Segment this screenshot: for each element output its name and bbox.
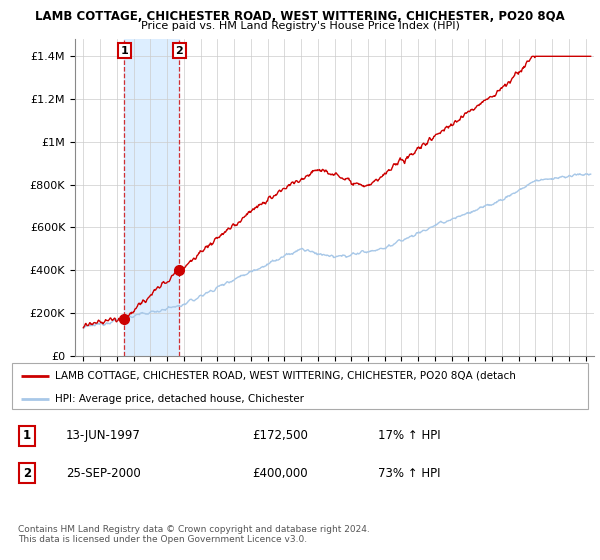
Text: 2: 2 bbox=[175, 45, 183, 55]
Text: £172,500: £172,500 bbox=[252, 429, 308, 442]
Text: LAMB COTTAGE, CHICHESTER ROAD, WEST WITTERING, CHICHESTER, PO20 8QA: LAMB COTTAGE, CHICHESTER ROAD, WEST WITT… bbox=[35, 10, 565, 23]
Text: 1: 1 bbox=[23, 429, 31, 442]
Bar bbox=[124, 39, 179, 356]
Text: 73% ↑ HPI: 73% ↑ HPI bbox=[378, 466, 440, 480]
Text: HPI: Average price, detached house, Chichester: HPI: Average price, detached house, Chic… bbox=[55, 394, 304, 404]
Text: 17% ↑ HPI: 17% ↑ HPI bbox=[378, 429, 440, 442]
Text: LAMB COTTAGE, CHICHESTER ROAD, WEST WITTERING, CHICHESTER, PO20 8QA (detach: LAMB COTTAGE, CHICHESTER ROAD, WEST WITT… bbox=[55, 371, 516, 381]
Text: 13-JUN-1997: 13-JUN-1997 bbox=[66, 429, 141, 442]
Text: 1: 1 bbox=[121, 45, 128, 55]
Text: Price paid vs. HM Land Registry's House Price Index (HPI): Price paid vs. HM Land Registry's House … bbox=[140, 21, 460, 31]
Text: Contains HM Land Registry data © Crown copyright and database right 2024.
This d: Contains HM Land Registry data © Crown c… bbox=[18, 525, 370, 544]
FancyBboxPatch shape bbox=[12, 363, 588, 409]
Text: 25-SEP-2000: 25-SEP-2000 bbox=[66, 466, 141, 480]
Text: £400,000: £400,000 bbox=[252, 466, 308, 480]
Text: 2: 2 bbox=[23, 466, 31, 480]
